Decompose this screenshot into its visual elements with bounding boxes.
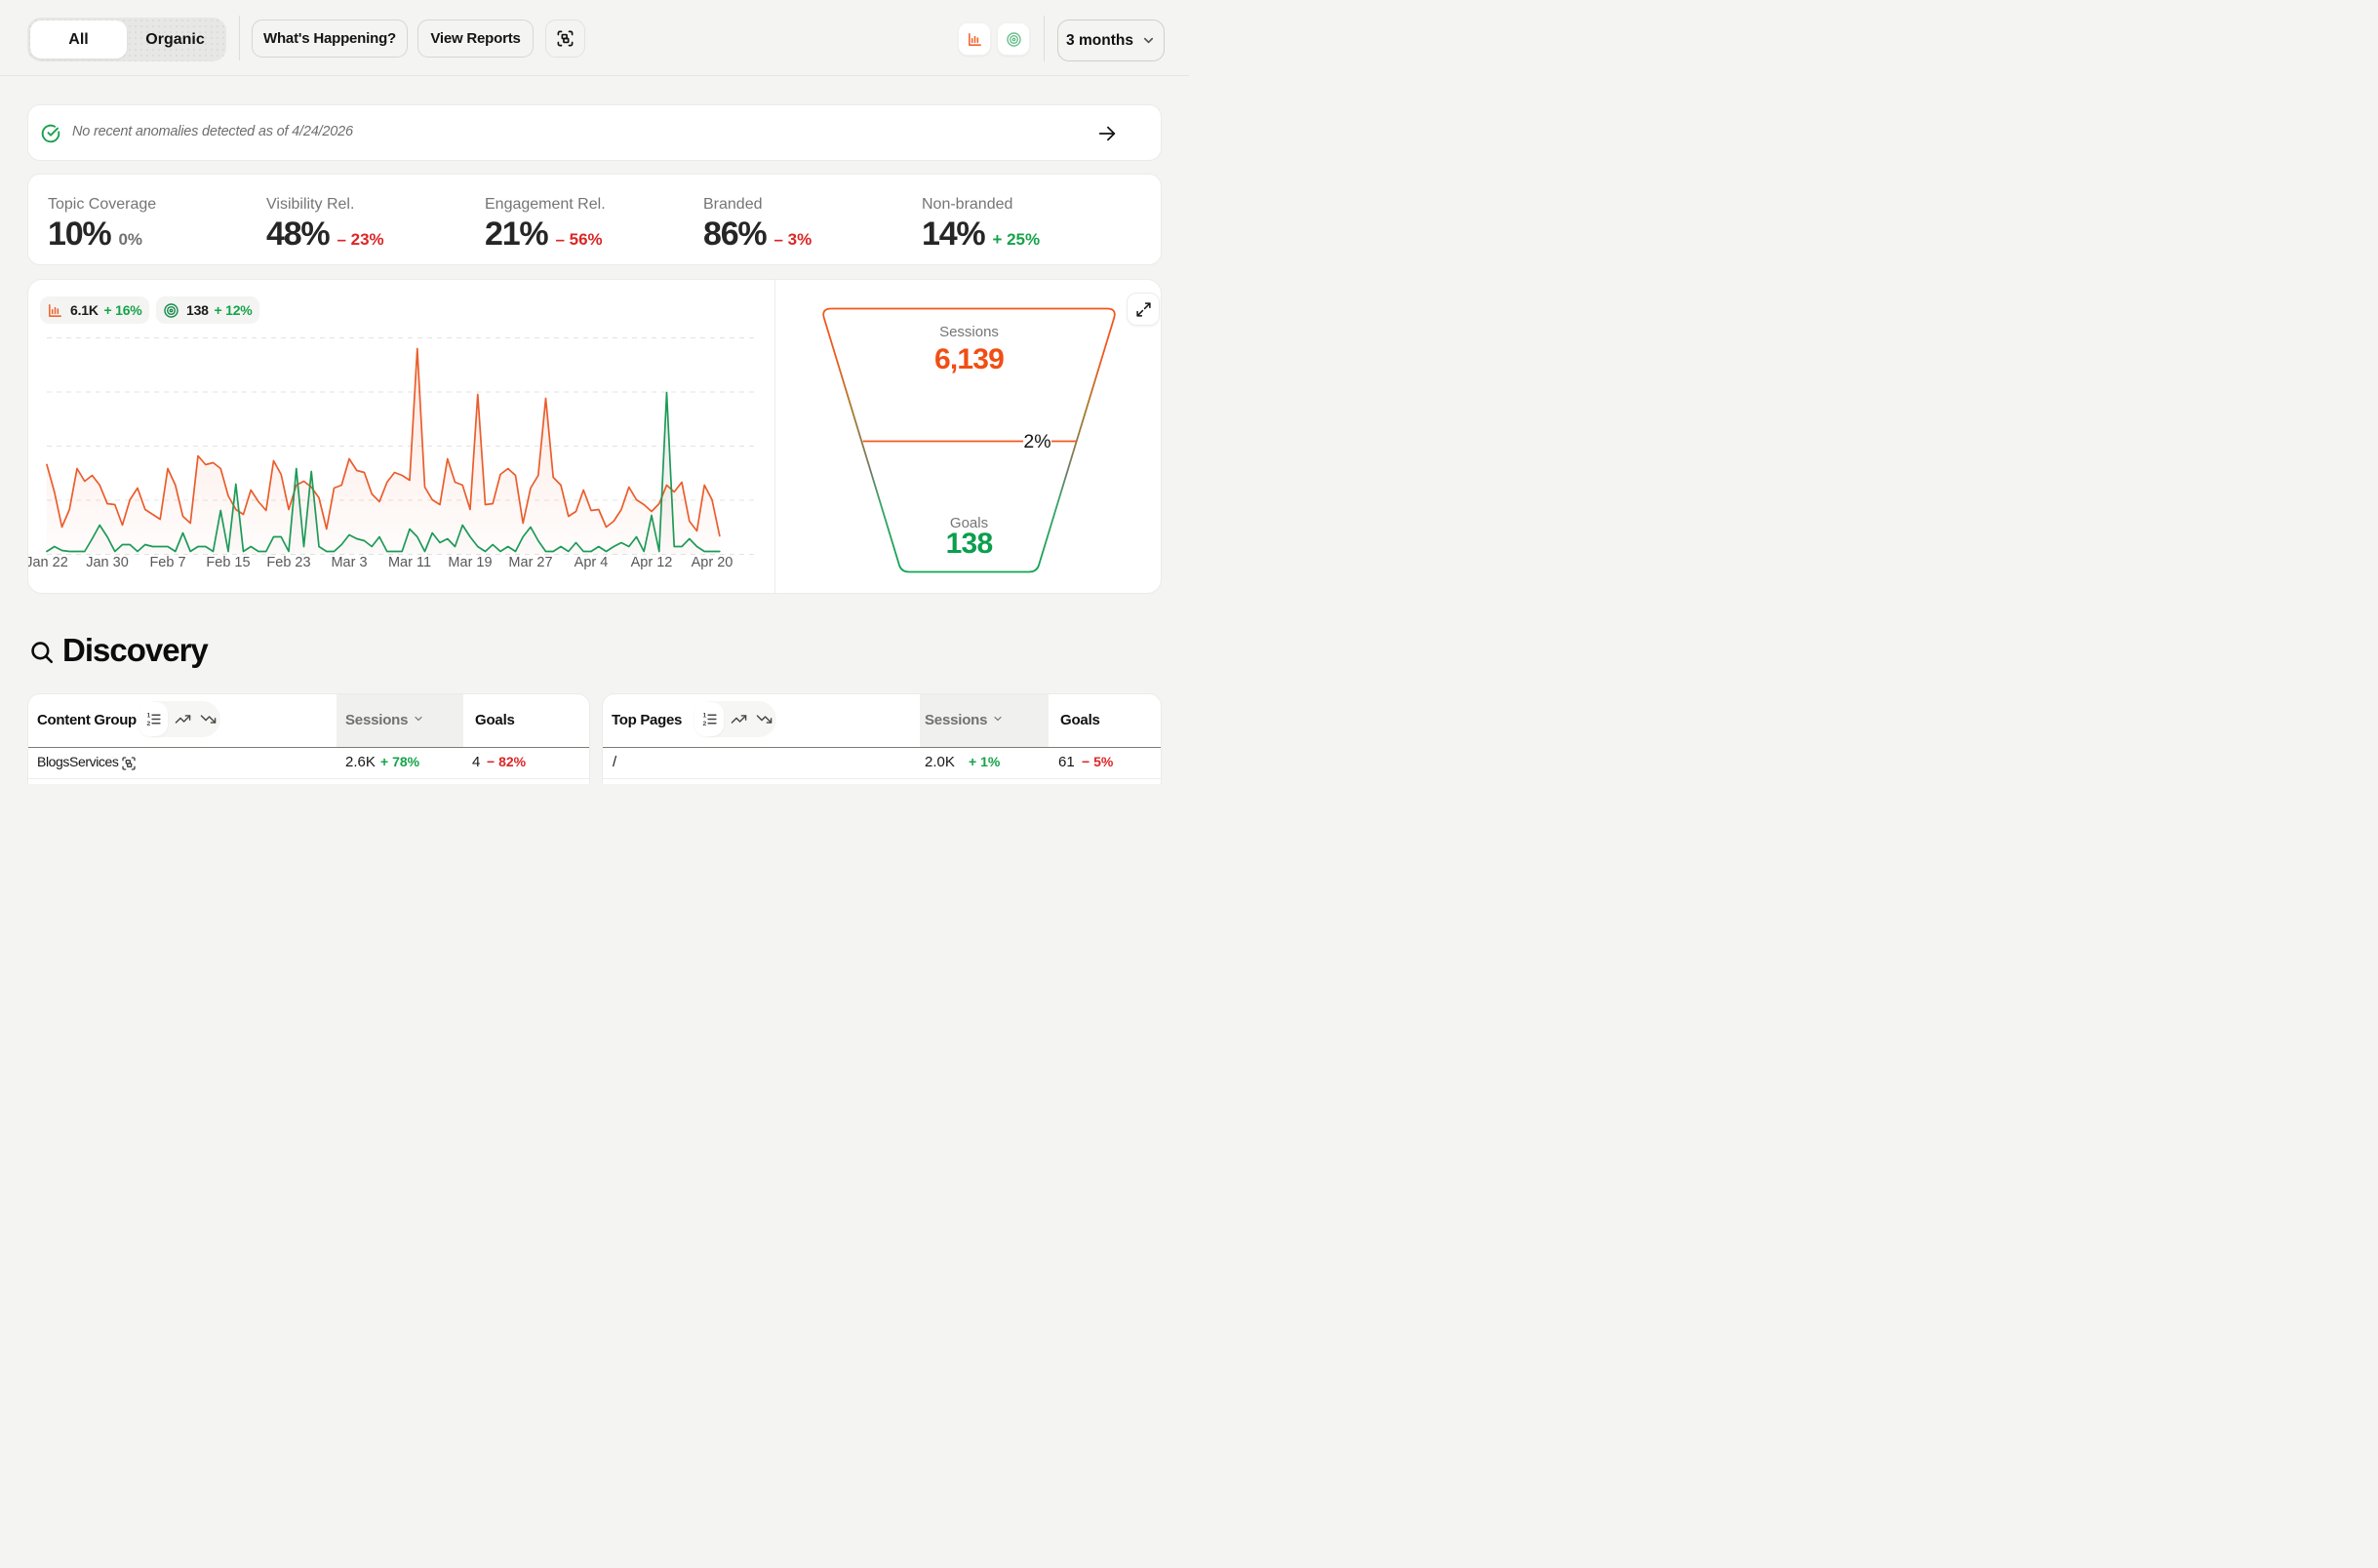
svg-text:2%: 2% [1023, 431, 1050, 452]
svg-text:2: 2 [702, 721, 706, 727]
svg-text:2: 2 [146, 721, 150, 727]
svg-text:1: 1 [146, 712, 150, 719]
svg-text:1: 1 [702, 712, 706, 719]
